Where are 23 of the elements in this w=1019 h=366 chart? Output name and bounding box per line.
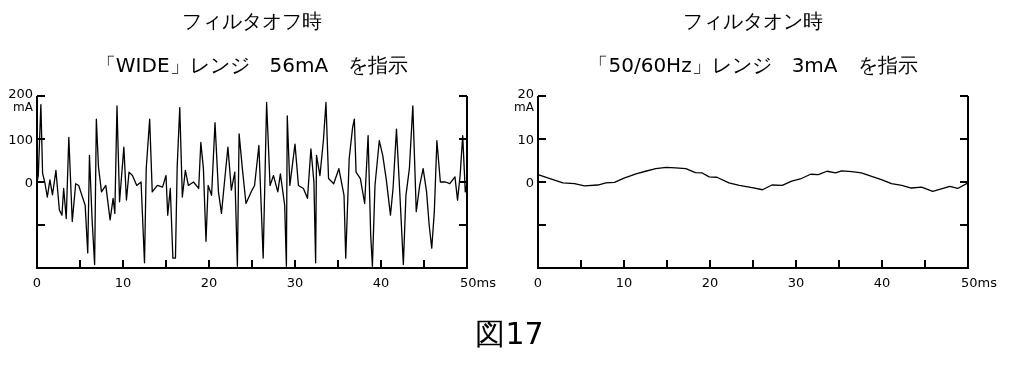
- x-tick-label: 50ms: [961, 275, 998, 290]
- x-tick-label: 10: [114, 275, 132, 290]
- x-tick-label: 50ms: [460, 275, 497, 290]
- x-tick-label: 40: [873, 275, 891, 290]
- y-axis-title: mA: [13, 100, 34, 114]
- caption: 図17: [475, 316, 544, 351]
- x-tick-label: 30: [787, 275, 805, 290]
- chart-title: フィルタオン時: [683, 9, 823, 33]
- y-tick-label: 0: [525, 175, 534, 190]
- x-tick-label: 20: [701, 275, 719, 290]
- x-tick-label: 10: [615, 275, 633, 290]
- chart-title: フィルタオフ時: [182, 9, 322, 33]
- y-axis-title: mA: [514, 100, 535, 114]
- y-tick-label: 0: [24, 175, 33, 190]
- x-tick-label: 20: [200, 275, 218, 290]
- y-tick-label: 10: [517, 132, 534, 147]
- chart-subtitle: 「50/60Hz」レンジ 3mA を指示: [588, 53, 918, 77]
- chart-subtitle: 「WIDE」レンジ 56mA を指示: [95, 53, 409, 77]
- x-tick-label: 30: [286, 275, 304, 290]
- y-tick-label: 100: [8, 132, 33, 147]
- y-tick-label: 20: [517, 86, 534, 101]
- x-tick-label: 40: [372, 275, 390, 290]
- y-tick-label: 200: [8, 86, 33, 101]
